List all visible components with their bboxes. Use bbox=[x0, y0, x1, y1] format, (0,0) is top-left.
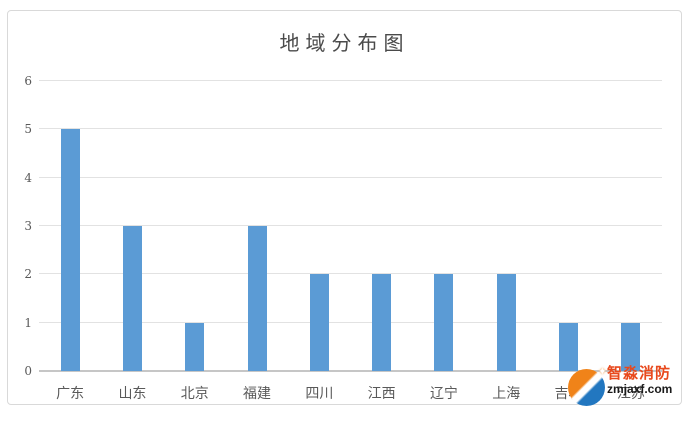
brand-logo-icon: ✦ bbox=[568, 365, 607, 406]
bar-吉林 bbox=[559, 322, 579, 371]
x-axis-tick-label: 上海 bbox=[492, 386, 521, 402]
x-axis-tick-label: 广东 bbox=[56, 386, 85, 402]
chart-frame: 地域分布图 0123456广东山东北京福建四川江西辽宁上海吉林江苏 bbox=[7, 10, 682, 405]
plot-area: 0123456广东山东北京福建四川江西辽宁上海吉林江苏 bbox=[24, 74, 662, 402]
brand-name: 智淼消防 bbox=[607, 364, 672, 382]
y-axis-tick-label: 0 bbox=[24, 364, 32, 378]
bar-福建 bbox=[247, 226, 267, 371]
bar-北京 bbox=[185, 322, 205, 371]
y-axis-tick-label: 6 bbox=[24, 74, 32, 88]
bar-山东 bbox=[122, 226, 142, 371]
gridline-y5 bbox=[39, 128, 662, 130]
y-axis-tick-label: 5 bbox=[24, 122, 32, 137]
x-axis-tick-label: 福建 bbox=[243, 386, 272, 402]
bar-四川 bbox=[309, 274, 329, 371]
gridline-y2 bbox=[39, 273, 662, 275]
x-axis-tick-label: 四川 bbox=[305, 386, 334, 402]
x-axis-tick-label: 江苏 bbox=[616, 386, 645, 402]
x-axis-tick-label: 辽宁 bbox=[429, 386, 458, 402]
gridline-y3 bbox=[39, 225, 662, 226]
y-axis-tick-label: 3 bbox=[24, 219, 32, 233]
x-axis-tick-label: 江西 bbox=[367, 386, 396, 402]
gridline-y6 bbox=[39, 80, 662, 81]
bar-辽宁 bbox=[434, 274, 454, 371]
chart-title: 地域分布图 bbox=[279, 31, 410, 55]
y-axis-tick-label: 4 bbox=[24, 170, 32, 185]
watermark: ✦ 智淼消防 zmjaxf.com bbox=[568, 364, 673, 406]
bar-江西 bbox=[372, 274, 392, 371]
y-axis-tick-label: 2 bbox=[24, 267, 32, 282]
brand-url: zmjaxf.com bbox=[607, 382, 673, 396]
watermark-text: 智淼消防 zmjaxf.com bbox=[607, 364, 673, 396]
gridline-y1 bbox=[39, 321, 662, 323]
x-axis-tick-label: 北京 bbox=[180, 386, 209, 402]
gridline-y4 bbox=[39, 176, 662, 178]
star-icon: ✦ bbox=[597, 365, 607, 378]
x-axis-tick-label: 山东 bbox=[118, 386, 147, 402]
y-axis-tick-label: 1 bbox=[24, 315, 32, 330]
x-axis-line bbox=[39, 370, 662, 372]
bar-上海 bbox=[496, 274, 516, 371]
bar-江苏 bbox=[621, 322, 641, 371]
bar-广东 bbox=[60, 129, 80, 371]
